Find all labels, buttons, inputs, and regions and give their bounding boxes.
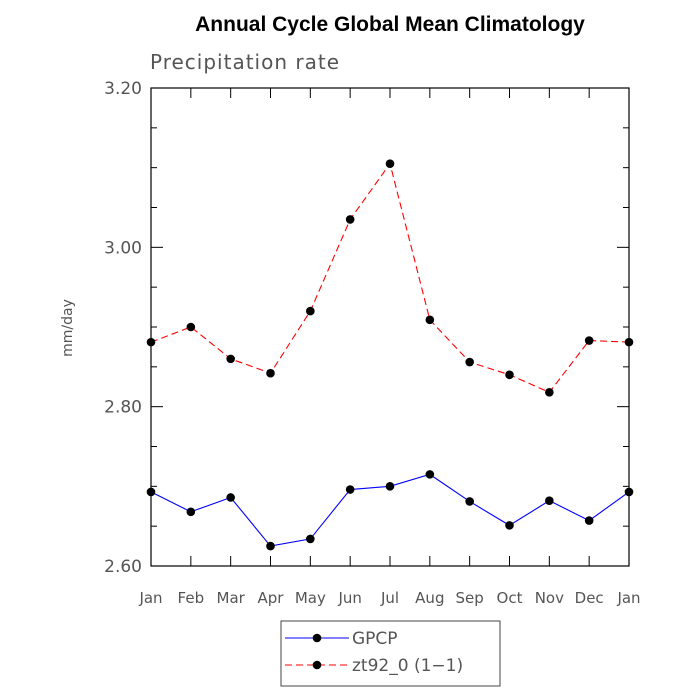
x-tick-label: Jul [380, 589, 399, 607]
x-tick-label: Jan [616, 589, 640, 607]
y-tick-label: 2.60 [104, 557, 142, 577]
x-tick-label: Jan [138, 589, 162, 607]
data-point-series-1 [624, 337, 634, 347]
data-point-series-1 [545, 388, 554, 397]
y-tick-label: 2.80 [104, 398, 142, 418]
y-tick-label: 3.20 [104, 79, 142, 99]
data-point-series-1 [465, 357, 474, 367]
legend-label-1: zt92_0 (1−1) [352, 656, 463, 676]
x-tick-label: Aug [415, 589, 444, 607]
x-tick-label: Mar [217, 589, 246, 607]
data-point-series-1 [306, 306, 315, 316]
data-point-series-0 [624, 487, 634, 497]
data-point-series-1 [385, 159, 395, 168]
data-point-series-0 [545, 496, 554, 505]
x-tick-label: May [295, 589, 326, 607]
y-tick-label: 3.00 [104, 238, 142, 258]
data-point-series-1 [146, 337, 156, 347]
data-point-series-1 [186, 322, 196, 332]
data-point-series-0 [306, 534, 315, 544]
x-tick-label: Oct [497, 589, 523, 607]
data-point-series-0 [584, 516, 594, 525]
legend-marker-1 [312, 660, 322, 670]
data-point-series-0 [226, 493, 235, 502]
chart-subtitle: Precipitation rate [150, 50, 340, 74]
data-point-series-0 [465, 497, 474, 506]
x-tick-label: Sep [456, 589, 484, 607]
data-point-series-0 [505, 521, 514, 530]
legend-box [280, 620, 501, 687]
data-point-series-0 [266, 541, 275, 551]
data-point-series-1 [425, 315, 435, 325]
x-tick-label: Feb [178, 589, 205, 607]
x-tick-label: Apr [258, 589, 285, 607]
data-point-series-0 [146, 487, 156, 497]
data-point-series-1 [226, 354, 235, 364]
data-point-series-1 [505, 370, 514, 380]
x-tick-label: Jun [337, 589, 361, 607]
data-point-series-0 [345, 485, 355, 494]
x-tick-label: Nov [535, 589, 564, 607]
series-layer [146, 159, 634, 551]
legend-marker-0 [312, 633, 322, 643]
chart-title: Annual Cycle Global Mean Climatology [195, 13, 585, 36]
y-axis-label: mm/day [60, 299, 76, 357]
data-point-series-1 [584, 336, 594, 345]
data-point-series-0 [385, 482, 395, 491]
legend: GPCP zt92_0 (1−1) [280, 620, 501, 687]
data-point-series-0 [425, 470, 435, 479]
series-line-1 [150, 162, 630, 394]
legend-label-0: GPCP [352, 629, 398, 649]
data-point-series-1 [345, 215, 355, 224]
data-point-series-1 [266, 368, 275, 378]
data-point-series-0 [186, 507, 196, 517]
x-tick-label: Dec [575, 589, 604, 607]
axis-ticks: 2.60 2.80 3.00 3.20 Jan Feb Mar Apr May Jun Jul Aug… [104, 79, 640, 607]
